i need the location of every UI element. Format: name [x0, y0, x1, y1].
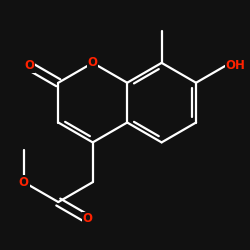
- Text: O: O: [19, 176, 29, 189]
- Text: O: O: [24, 59, 34, 72]
- Text: O: O: [88, 56, 98, 69]
- Text: OH: OH: [225, 59, 245, 72]
- Text: O: O: [82, 212, 92, 226]
